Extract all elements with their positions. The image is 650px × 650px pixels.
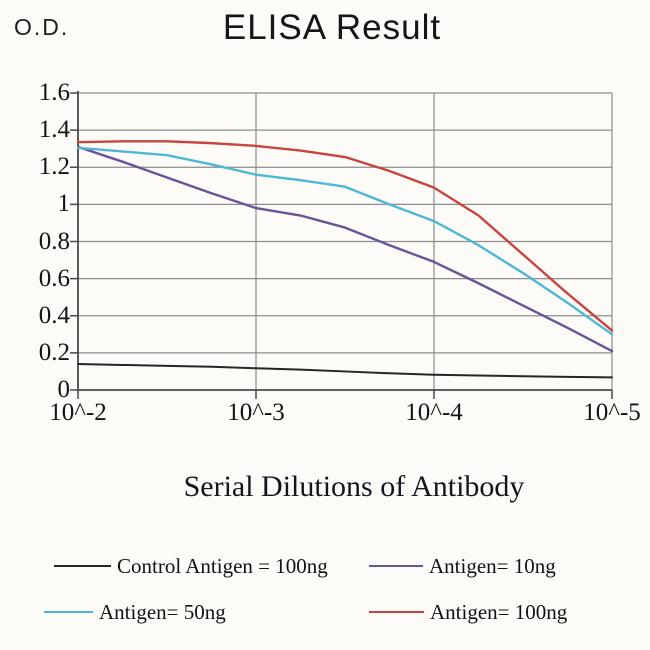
y-tick-label: 1.6	[38, 79, 70, 106]
legend-item-label: Antigen= 50ng	[99, 600, 226, 624]
series-line-0	[77, 363, 613, 379]
legend-item-label: Antigen= 10ng	[429, 554, 556, 578]
y-tick-label: 0.4	[38, 301, 70, 329]
legend-item-antigen-100ng: Antigen= 100ng	[369, 599, 567, 625]
series-line-2	[76, 146, 614, 336]
x-tick-label: 10^-4	[405, 399, 463, 426]
legend-item-antigen-50ng: Antigen= 50ng	[44, 599, 226, 625]
x-tick-label: 10^-5	[583, 399, 641, 426]
legend-item-label: Control Antigen = 100ng	[117, 554, 328, 578]
legend-line-swatch-cyan	[44, 611, 93, 613]
legend-line-swatch-black	[54, 565, 111, 567]
series-line-3	[76, 140, 614, 332]
y-tick-label: 1	[57, 190, 71, 218]
legend-item-control-antigen-100ng: Control Antigen = 100ng	[54, 553, 328, 579]
y-tick-label: 0.6	[38, 264, 70, 292]
y-tick-label: 0.8	[38, 227, 70, 255]
series-line-1	[76, 145, 614, 353]
x-tick-label: 10^-3	[227, 399, 285, 426]
y-tick-label: 0	[57, 376, 71, 403]
legend-line-swatch-red	[369, 611, 424, 613]
x-axis-title: Serial Dilutions of Antibody	[183, 470, 525, 503]
y-tick-label: 1.4	[38, 116, 70, 144]
x-tick-label: 10^-2	[49, 399, 107, 426]
y-tick-label: 1.2	[38, 153, 70, 181]
legend-item-antigen-10ng: Antigen= 10ng	[369, 553, 556, 579]
legend-item-label: Antigen= 100ng	[430, 600, 568, 624]
y-tick-label: 0.2	[38, 338, 70, 366]
legend-line-swatch-purple	[369, 565, 423, 567]
chart-title: ELISA Result	[222, 8, 442, 47]
y-axis-unit-label: O.D.	[14, 14, 70, 40]
